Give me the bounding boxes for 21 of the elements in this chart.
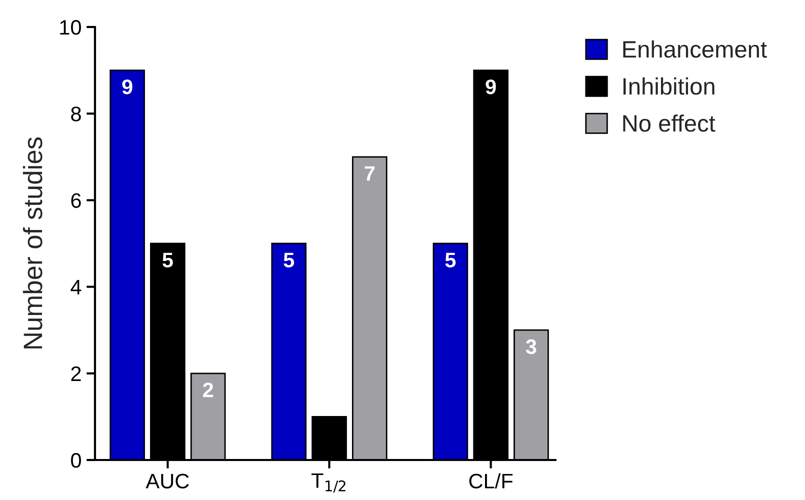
data-label: 2 (203, 382, 214, 398)
y-tick-label: 10 (60, 20, 81, 35)
data-label: 5 (162, 252, 173, 268)
y-axis-title: Number of studies (22, 137, 42, 348)
y-tick-label: 2 (71, 366, 81, 381)
data-label: 9 (122, 80, 132, 94)
x-tick-label: T$_{1/2}$ (312, 473, 346, 493)
y-tick-label: 6 (71, 193, 81, 208)
data-label: 3 (526, 339, 536, 354)
data-label: 5 (284, 252, 294, 268)
y-tick-label: 8 (71, 106, 81, 122)
x-tick-label: AUC (146, 474, 189, 488)
y-tick-label: 0 (71, 453, 81, 468)
data-label: 9 (486, 80, 496, 94)
x-tick-label: CL/F (469, 473, 513, 488)
data-label: 7 (364, 166, 375, 181)
legend-label: No effect (623, 114, 716, 132)
legend-label: Enhancement (623, 40, 767, 58)
y-tick-label: 4 (70, 280, 82, 294)
data-label: 5 (445, 252, 456, 268)
legend-label: Inhibition (624, 77, 714, 95)
